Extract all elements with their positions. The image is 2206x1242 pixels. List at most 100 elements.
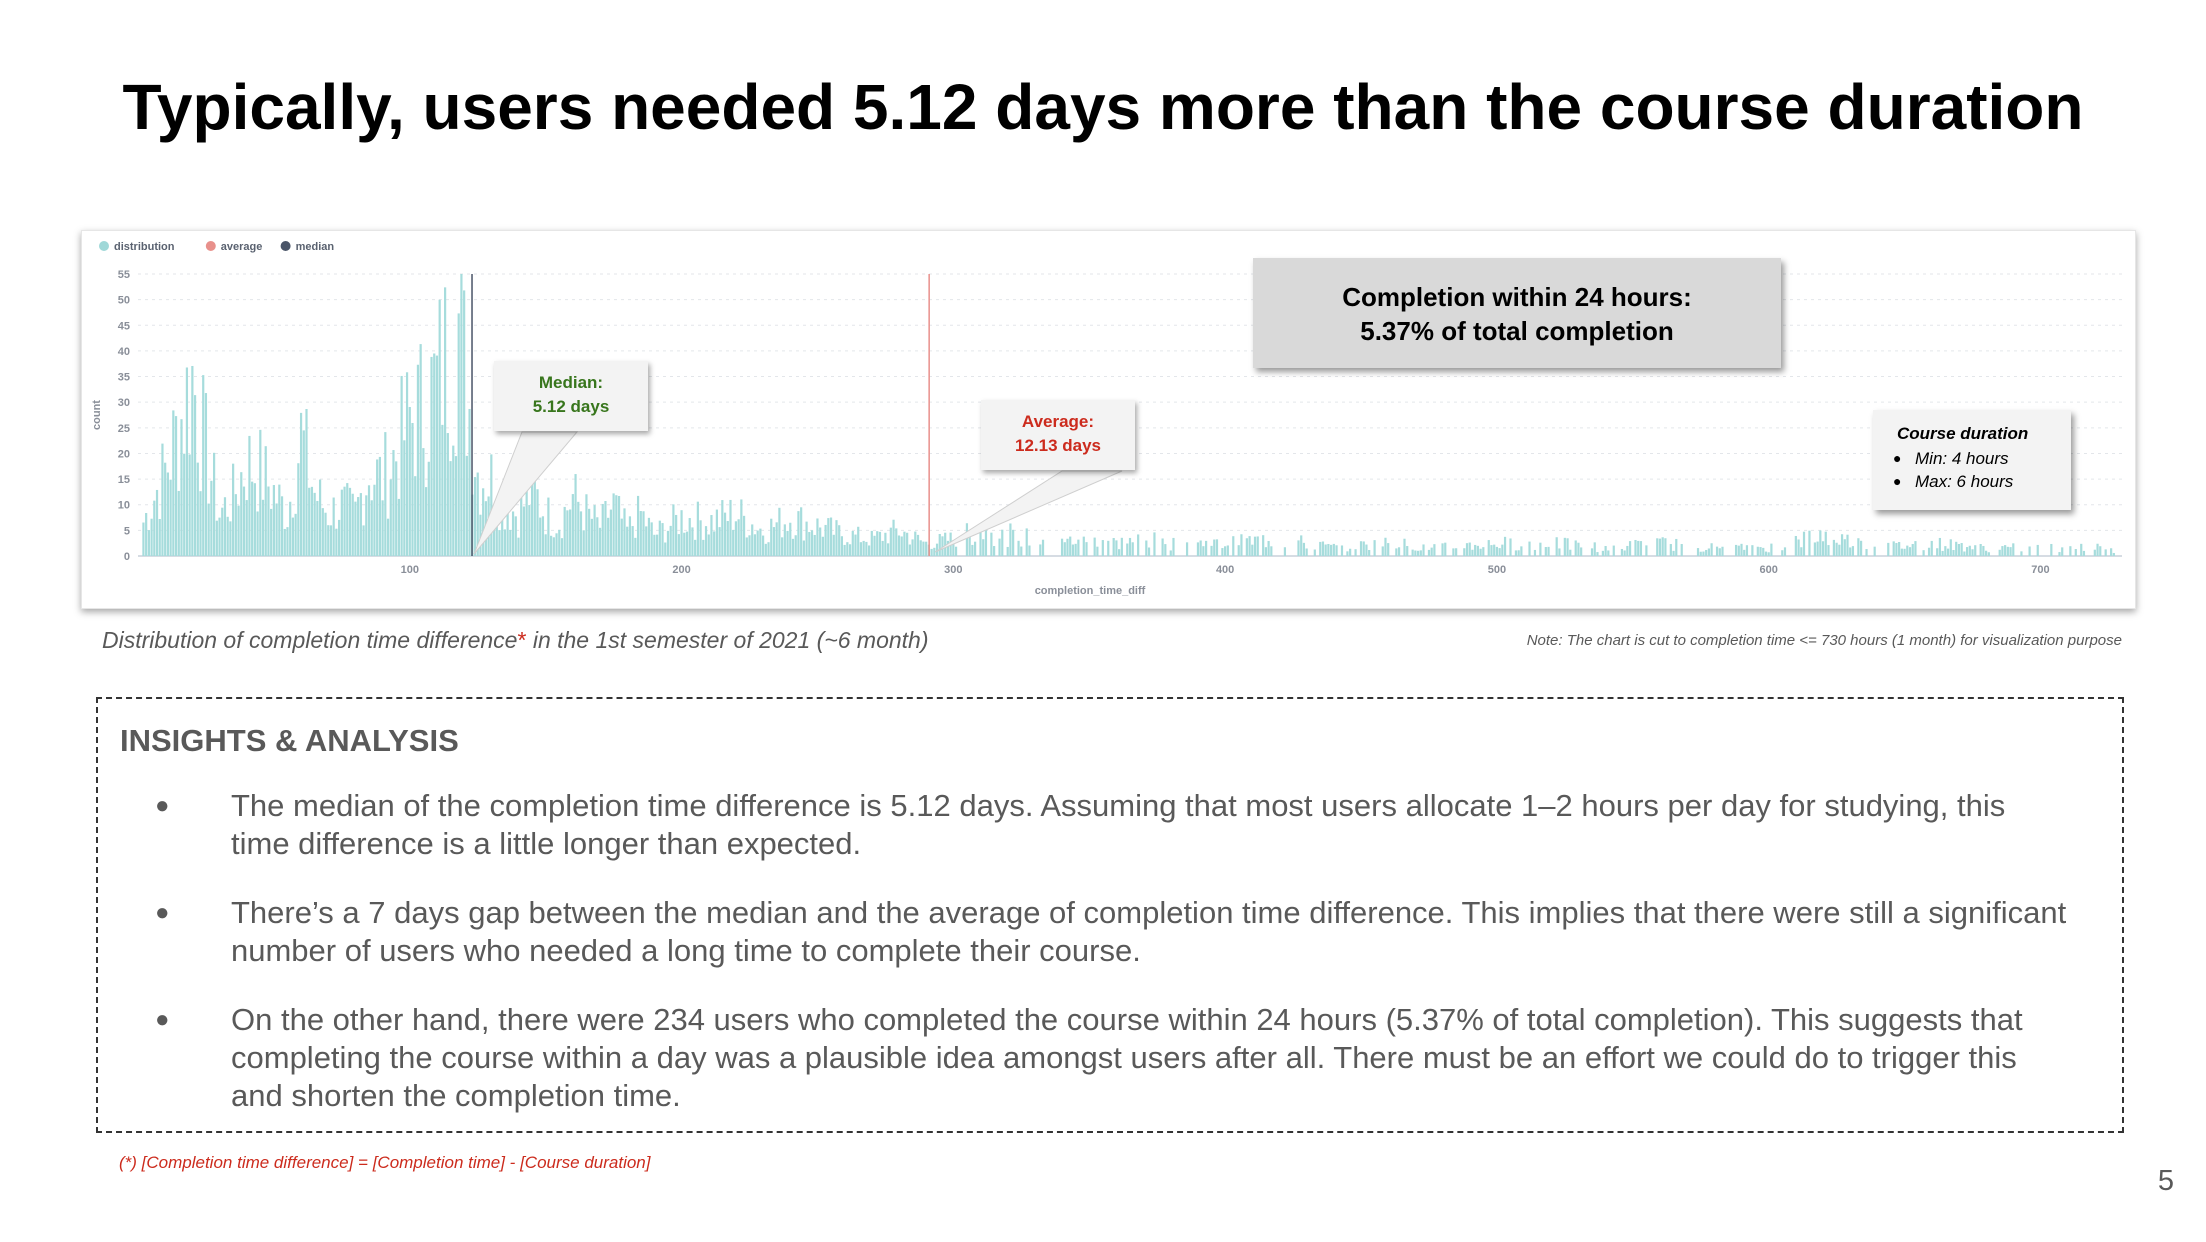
distribution-bar <box>1487 540 1490 556</box>
average-callout-value: 12.13 days <box>1014 436 1101 455</box>
distribution-bar <box>865 541 868 556</box>
distribution-bar <box>1563 537 1566 556</box>
distribution-bar <box>1840 534 1844 556</box>
distribution-bar <box>433 353 436 556</box>
distribution-bar <box>642 511 645 556</box>
distribution-bar <box>492 514 496 556</box>
distribution-bar <box>675 514 678 556</box>
distribution-bar <box>530 454 534 556</box>
distribution-bar <box>639 511 642 556</box>
distribution-bar <box>1327 543 1330 556</box>
distribution-bar <box>723 512 727 556</box>
distribution-bar <box>245 500 248 556</box>
distribution-bar <box>1528 541 1531 556</box>
distribution-bar <box>903 531 906 556</box>
distribution-bar <box>1365 544 1368 556</box>
distribution-bar <box>2074 549 2077 556</box>
distribution-bar <box>1927 547 1931 556</box>
distribution-bar <box>1721 546 1724 556</box>
distribution-bar <box>1077 539 1080 556</box>
distribution-bar <box>251 481 254 556</box>
distribution-bar <box>598 527 602 556</box>
distribution-bar <box>1669 544 1672 556</box>
distribution-bar <box>1898 541 1901 556</box>
callout-pointers <box>473 431 1123 555</box>
distribution-bar <box>348 487 352 556</box>
distribution-bar <box>525 482 528 556</box>
y-tick-label: 15 <box>118 474 130 486</box>
distribution-bar <box>1224 546 1227 556</box>
distribution-bar <box>1952 550 1955 556</box>
distribution-bar <box>1824 531 1827 556</box>
distribution-bar <box>1797 539 1800 556</box>
distribution-bar <box>873 535 876 556</box>
distribution-bar <box>1998 549 2001 556</box>
distribution-bar <box>1482 547 1485 556</box>
distribution-bar <box>1118 549 1121 556</box>
distribution-bar <box>376 459 379 556</box>
distribution-bar <box>854 534 857 556</box>
distribution-bar <box>1060 538 1064 556</box>
distribution-bar <box>223 497 227 556</box>
distribution-bar <box>1664 538 1667 556</box>
distribution-bar <box>1359 541 1363 556</box>
distribution-bar <box>1982 545 1985 556</box>
distribution-bar <box>1017 540 1020 556</box>
distribution-bar <box>656 534 659 556</box>
distribution-bar <box>1145 540 1148 556</box>
distribution-bar <box>933 547 936 556</box>
distribution-bar <box>291 517 295 556</box>
distribution-bar <box>881 540 884 556</box>
distribution-bar <box>289 501 292 556</box>
distribution-bar <box>1340 545 1344 556</box>
distribution-bar <box>395 461 398 556</box>
distribution-bar <box>454 456 458 556</box>
median-callout-label: Median: <box>538 373 604 392</box>
distribution-bar <box>2020 551 2023 556</box>
distribution-bar <box>1987 552 1990 556</box>
distribution-bar <box>359 493 362 556</box>
distribution-bar <box>419 344 422 556</box>
distribution-bar <box>1821 541 1825 556</box>
distribution-bar <box>911 539 914 556</box>
distribution-bar <box>715 509 718 556</box>
distribution-bar <box>1131 542 1134 556</box>
distribution-bar <box>843 544 846 556</box>
distribution-bar <box>859 542 863 556</box>
distribution-bar <box>1221 548 1224 556</box>
y-tick-label: 5 <box>124 525 130 537</box>
distribution-bar <box>1210 545 1213 556</box>
distribution-bar <box>1020 546 1023 556</box>
distribution-bar <box>1710 543 1713 556</box>
distribution-bar <box>1764 551 1768 556</box>
distribution-bar <box>775 522 778 556</box>
distribution-bar <box>405 372 409 556</box>
distribution-bar <box>275 503 278 556</box>
x-axis-label: completion_time_diff <box>1035 585 1146 597</box>
y-tick-label: 0 <box>124 551 130 563</box>
distribution-bar <box>1300 535 1303 556</box>
distribution-bar <box>761 535 765 556</box>
distribution-bar <box>944 532 947 556</box>
distribution-bar <box>1936 548 1939 556</box>
distribution-bar <box>794 535 797 556</box>
y-tick-label: 20 <box>118 448 130 460</box>
distribution-bar <box>604 501 607 556</box>
distribution-bar <box>473 477 477 556</box>
distribution-bar <box>612 493 615 556</box>
distribution-bar <box>1604 546 1607 556</box>
distribution-bar <box>683 532 686 556</box>
distribution-bar <box>1248 536 1251 556</box>
distribution-bar <box>1539 542 1542 556</box>
distribution-bar <box>658 520 661 556</box>
distribution-bar <box>1063 542 1066 556</box>
distribution-bar <box>457 313 460 556</box>
distribution-bar <box>207 503 210 556</box>
distribution-bar <box>1745 545 1749 556</box>
distribution-bar <box>188 454 191 556</box>
distribution-bar <box>536 489 539 556</box>
x-tick-label: 100 <box>401 564 419 576</box>
distribution-bar <box>1658 538 1662 556</box>
distribution-bar <box>1756 546 1759 556</box>
distribution-bar <box>1946 548 1950 556</box>
